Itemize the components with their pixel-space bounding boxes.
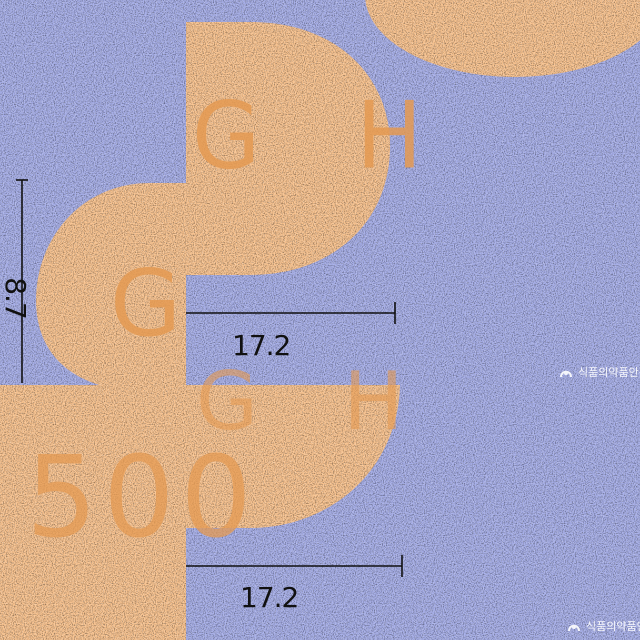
- agency-logo-icon: [568, 624, 580, 632]
- watermark-mid: 식품의약품안전처: [558, 364, 640, 380]
- imprint-lower-front: 500: [26, 433, 258, 563]
- imprint-upper-back: G H: [192, 81, 457, 190]
- watermark-bottom: 식품의약품안전처: [566, 618, 640, 634]
- imprint-lower-back: G H: [196, 355, 434, 448]
- watermark-text: 식품의약품안전처: [578, 366, 640, 379]
- dimension-label-upper-width: 17.2: [232, 329, 291, 362]
- watermark-text: 식품의약품안전처: [586, 620, 640, 633]
- dimension-label-upper-height: 8.7: [0, 277, 32, 319]
- dimension-label-lower-width: 17.2: [240, 581, 299, 614]
- imprint-upper-front: G: [110, 250, 182, 357]
- agency-logo-icon: [560, 370, 572, 378]
